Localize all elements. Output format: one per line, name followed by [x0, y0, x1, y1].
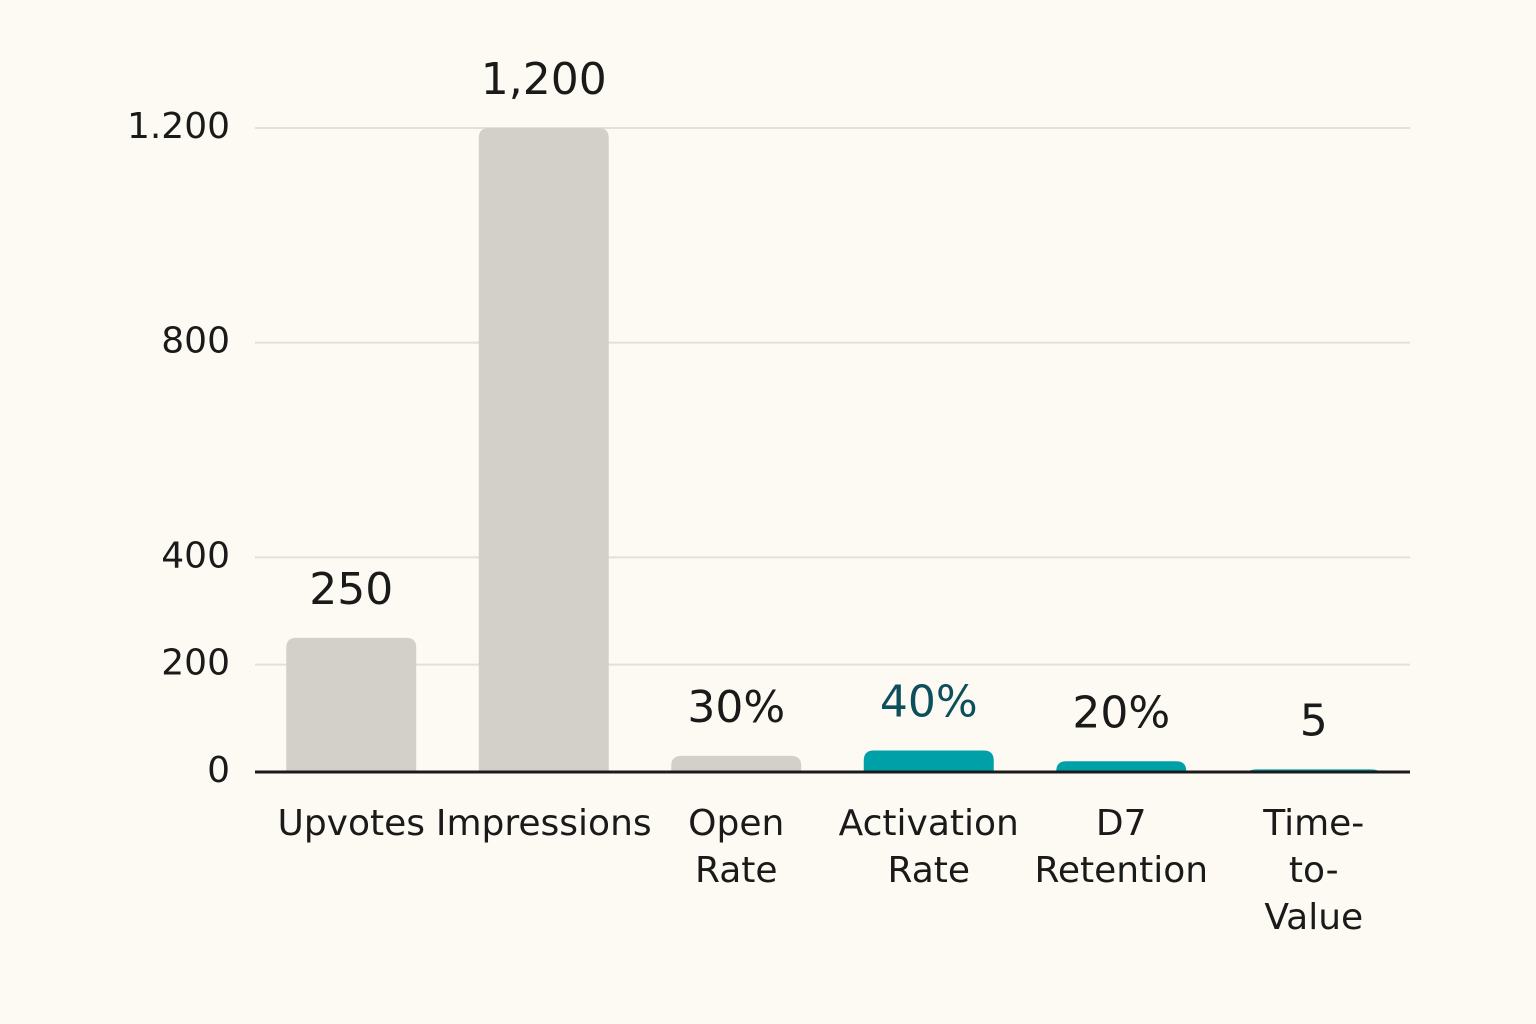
value-label: 1,200	[481, 54, 607, 105]
value-label: 20%	[1072, 687, 1170, 738]
x-tick-label: Time-to-Value	[1263, 803, 1365, 938]
bar	[286, 637, 417, 772]
bar	[478, 128, 609, 772]
bar	[671, 755, 802, 772]
y-tick-label: 0	[207, 750, 230, 791]
x-tick-label: Open Rate	[688, 803, 785, 891]
value-label: 250	[309, 564, 393, 615]
bar	[1056, 761, 1187, 772]
y-tick-label: 400	[161, 535, 230, 576]
value-label: 30%	[687, 682, 785, 733]
bar	[863, 750, 994, 772]
x-tick-label: D7 Retention	[1034, 803, 1209, 891]
x-tick-label: Activation Rate	[838, 803, 1019, 891]
y-tick-label: 200	[161, 643, 230, 684]
y-tick-label: 1.200	[127, 106, 230, 147]
x-tick-label: Upvotes	[277, 803, 426, 844]
y-tick-label: 800	[161, 321, 230, 362]
x-tick-label: Impressions	[435, 803, 652, 844]
value-label: 40%	[880, 677, 978, 728]
value-label: 5	[1300, 695, 1328, 746]
